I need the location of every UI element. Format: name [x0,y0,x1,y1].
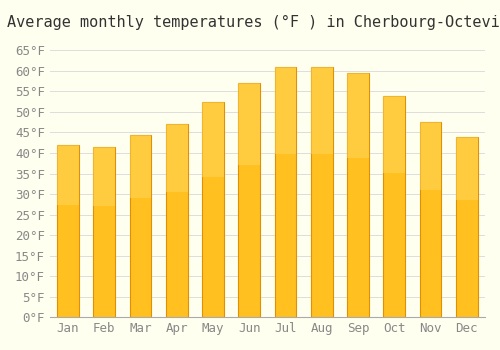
Bar [166,124,188,317]
Bar [420,122,442,317]
Bar [420,122,442,190]
Bar [94,147,115,206]
Bar [202,102,224,317]
Bar [384,96,405,317]
Bar [311,67,332,154]
Bar [238,83,260,317]
Bar [274,67,296,317]
Bar [347,73,369,317]
Bar [456,136,477,200]
Bar [456,136,477,317]
Bar [238,83,260,165]
Bar [384,96,405,173]
Bar [130,134,152,317]
Bar [311,67,332,317]
Bar [166,124,188,192]
Bar [94,147,115,317]
Bar [57,145,79,205]
Title: Average monthly temperatures (°F ) in Cherbourg-Octeville: Average monthly temperatures (°F ) in Ch… [8,15,500,30]
Bar [274,67,296,154]
Bar [130,134,152,198]
Bar [202,102,224,177]
Bar [347,73,369,159]
Bar [57,145,79,317]
